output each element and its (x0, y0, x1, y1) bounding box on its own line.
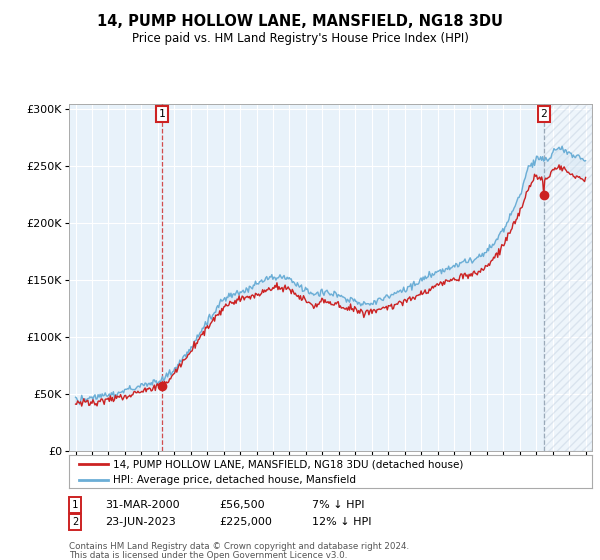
Text: 23-JUN-2023: 23-JUN-2023 (105, 517, 176, 527)
Text: 12% ↓ HPI: 12% ↓ HPI (312, 517, 371, 527)
Text: 1: 1 (158, 109, 166, 119)
Text: 2: 2 (72, 517, 78, 527)
Text: £56,500: £56,500 (219, 500, 265, 510)
Text: HPI: Average price, detached house, Mansfield: HPI: Average price, detached house, Mans… (113, 475, 356, 485)
Text: This data is licensed under the Open Government Licence v3.0.: This data is licensed under the Open Gov… (69, 551, 347, 560)
Text: Contains HM Land Registry data © Crown copyright and database right 2024.: Contains HM Land Registry data © Crown c… (69, 542, 409, 551)
Text: 1: 1 (72, 500, 78, 510)
Text: £225,000: £225,000 (219, 517, 272, 527)
Text: 31-MAR-2000: 31-MAR-2000 (105, 500, 179, 510)
Text: 2: 2 (541, 109, 547, 119)
Text: Price paid vs. HM Land Registry's House Price Index (HPI): Price paid vs. HM Land Registry's House … (131, 32, 469, 45)
Bar (544, 104, 592, 451)
Text: 14, PUMP HOLLOW LANE, MANSFIELD, NG18 3DU (detached house): 14, PUMP HOLLOW LANE, MANSFIELD, NG18 3D… (113, 459, 464, 469)
Text: 14, PUMP HOLLOW LANE, MANSFIELD, NG18 3DU: 14, PUMP HOLLOW LANE, MANSFIELD, NG18 3D… (97, 14, 503, 29)
Text: 7% ↓ HPI: 7% ↓ HPI (312, 500, 365, 510)
